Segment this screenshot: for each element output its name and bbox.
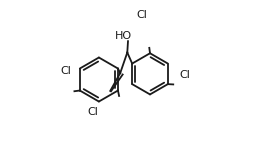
Text: HO: HO [115,31,132,40]
Text: Cl: Cl [88,107,99,117]
Text: Cl: Cl [136,10,147,20]
Text: Cl: Cl [179,70,190,80]
Text: Cl: Cl [60,66,71,76]
